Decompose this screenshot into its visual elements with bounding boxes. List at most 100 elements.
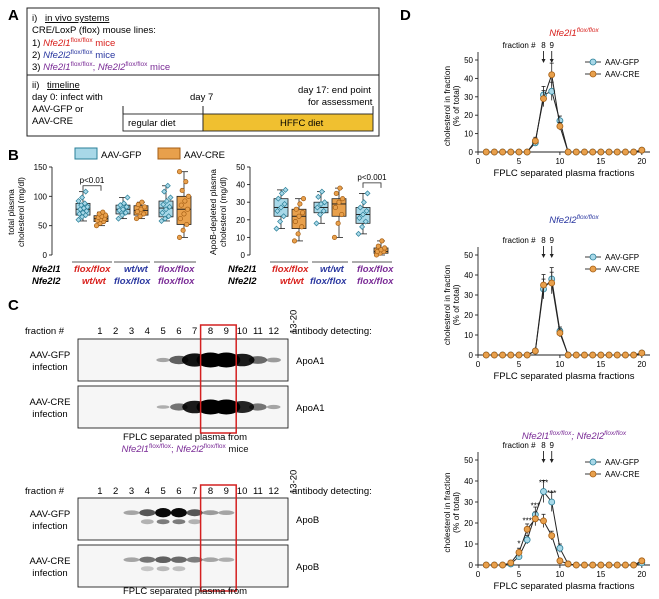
d-legend-marker — [589, 70, 597, 78]
b1-ytick-label: 0 — [43, 251, 48, 260]
box-point — [295, 231, 301, 237]
d-point — [605, 148, 613, 156]
blot-band — [156, 405, 170, 409]
d-point — [630, 351, 638, 359]
blot-band — [156, 566, 170, 572]
d-title-gene2: Nfe2l2 — [577, 431, 605, 442]
b1-row2-gene: Nfe2l2 — [32, 276, 61, 287]
d-point — [630, 561, 638, 569]
b1-ytick-label: 150 — [34, 163, 48, 172]
d-sig-label: *** — [539, 479, 548, 488]
box-point — [163, 206, 169, 213]
d-ytick-label: 50 — [464, 56, 473, 65]
blot-band — [155, 508, 172, 518]
d-xtick-label: 20 — [637, 157, 646, 166]
d-point — [515, 351, 523, 359]
d3-title: Nfe2l1flox/flox; Nfe2l2flox/flox — [522, 430, 627, 442]
d-point — [548, 532, 556, 539]
panel-label-a: A — [8, 7, 19, 24]
b2-ytick-label: 30 — [236, 198, 245, 207]
box-point — [166, 203, 173, 210]
panel-label-c: C — [8, 297, 19, 314]
d-ytick-label: 10 — [464, 331, 473, 340]
d-point — [523, 351, 531, 359]
d-ylabel-l2: (% of total) — [451, 492, 461, 533]
d-point — [523, 536, 531, 544]
blot-sample-label-l2: infection — [32, 568, 67, 579]
d-legend-label: AAV-GFP — [605, 458, 639, 467]
b2-ytick-label: 50 — [236, 163, 245, 172]
d-point — [572, 148, 580, 156]
d-point — [638, 349, 646, 357]
box-point — [139, 199, 145, 205]
d-legend-label: AAV-GFP — [605, 253, 639, 262]
caption-top-part: flox/flox — [149, 443, 172, 450]
b1-ytick-label: 50 — [38, 222, 47, 231]
box-point — [182, 198, 188, 204]
line2-gene: Nfe2l2 — [43, 50, 71, 61]
box-point — [317, 211, 324, 218]
b2-sig-label: p<0.001 — [357, 173, 387, 182]
box-point — [185, 206, 191, 212]
b2-ytick-label: 20 — [236, 216, 245, 225]
line3-gene2: Nfe2l2 — [98, 62, 126, 73]
b2-g3-r1: flox/flox — [357, 264, 394, 275]
blot-band — [139, 556, 156, 563]
d-ylabel-l2: (% of total) — [451, 284, 461, 325]
d-sig-label: *** — [547, 489, 556, 498]
fraction-number: 10 — [237, 486, 248, 497]
box-point — [82, 188, 89, 195]
blot-band — [218, 510, 235, 515]
box-point — [364, 190, 371, 197]
fraction-number: 1 — [97, 486, 102, 497]
d-point — [581, 351, 588, 359]
b1-ylabel-l1: total plasma — [6, 189, 16, 235]
fraction-number: 4 — [145, 486, 150, 497]
fraction-number: 13-20 — [289, 470, 300, 494]
blot-band — [202, 557, 219, 562]
d-legend-marker — [589, 470, 597, 478]
box-point — [360, 211, 366, 218]
d-fraction-arrowhead — [549, 59, 554, 63]
line2-suffix: mice — [93, 50, 116, 61]
box-point — [332, 204, 338, 211]
d-sig-label: *** — [522, 516, 531, 525]
d-point — [482, 148, 490, 156]
blot-membrane — [77, 497, 289, 541]
box-point — [165, 213, 172, 220]
box-iqr — [331, 198, 347, 217]
box-point — [137, 213, 143, 219]
legend-b-gfp: AAV-GFP — [101, 150, 141, 161]
box-point — [185, 193, 192, 199]
d-point — [482, 561, 490, 569]
d-fraction-mark: 9 — [549, 441, 554, 450]
sec1-num: i) — [32, 13, 37, 24]
box-point — [164, 182, 171, 189]
blot-band — [140, 519, 154, 525]
d-fraction-mark: 9 — [549, 41, 554, 50]
box-point — [337, 185, 343, 191]
d-point — [556, 557, 564, 565]
d-point — [540, 488, 547, 495]
b1-g1-r2: wt/wt — [82, 276, 107, 287]
box-point — [315, 193, 322, 200]
box-point — [158, 217, 165, 224]
b2-g2-r1: wt/wt — [320, 264, 345, 275]
d-point — [630, 148, 638, 156]
fraction-number: 13-20 — [289, 310, 300, 334]
blot-antibody-label: ApoB — [296, 515, 319, 526]
d-ytick-label: 20 — [464, 519, 473, 528]
fraction-number: 5 — [160, 326, 165, 337]
fraction-number: 12 — [268, 326, 279, 337]
blot-band — [266, 357, 281, 363]
box-point — [120, 206, 126, 213]
box-point — [355, 230, 362, 237]
d-ytick-label: 0 — [469, 561, 474, 570]
blot-band — [186, 509, 203, 517]
panel-label-d: D — [400, 7, 411, 24]
d-ylabel-l1: cholesterol in fraction — [442, 472, 452, 553]
box-point — [84, 203, 91, 210]
box-point — [75, 216, 82, 223]
blot-band — [139, 509, 156, 517]
box-point — [160, 201, 167, 208]
